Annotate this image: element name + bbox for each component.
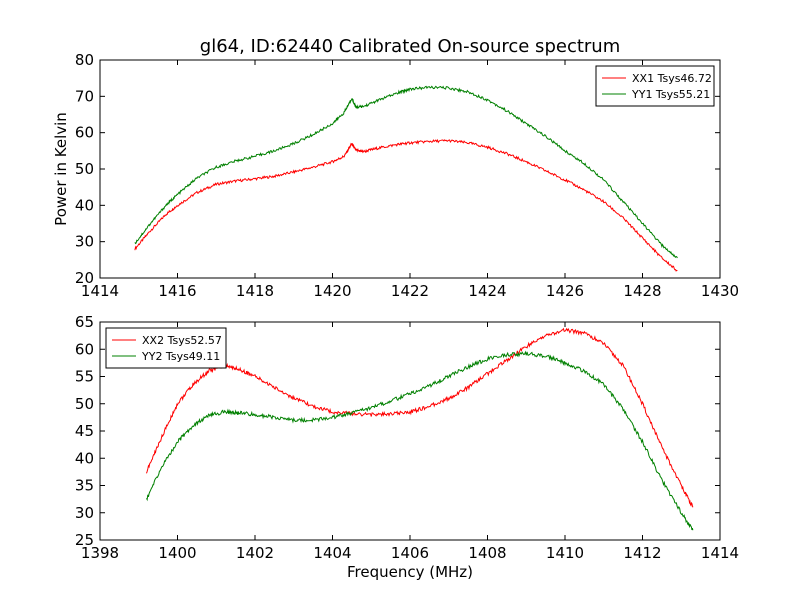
panel-1-ytick-label: 70: [75, 87, 94, 105]
panel-2-xtick-label: 1406: [391, 544, 429, 562]
panel-1-xtick-label: 1420: [313, 282, 351, 300]
panel-1-series-1-line: [134, 138, 678, 272]
panel-2-xlabel: Frequency (MHz): [347, 563, 473, 581]
panel-1-series-2-line: [134, 85, 678, 259]
panel-1-xtick-label: 1428: [623, 282, 661, 300]
panel-2: 1398 1400 1402 1404 1406 1408 1410 1412 1414 25 30…: [75, 313, 739, 581]
panel-1-ytick-label: 60: [75, 124, 94, 142]
panel-2-xtick-label: 1398: [81, 544, 119, 562]
panel-2-legend-label-1: XX2 Tsys52.57: [142, 334, 222, 347]
panel-2-ytick-label: 35: [75, 477, 94, 495]
panel-1-title: gl64, ID:62440 Calibrated On-source spec…: [200, 36, 620, 57]
panel-2-xtick-label: 1404: [313, 544, 351, 562]
panel-2-xtick-label: 1402: [236, 544, 274, 562]
panel-1-legend-box: [595, 65, 715, 107]
panel-1-ytick-label: 20: [75, 269, 94, 287]
panel-2-ytick-label: 65: [75, 313, 94, 331]
panel-2-legend: XX2 Tsys52.57 YY2 Tsys49.11: [105, 327, 227, 369]
panel-2-ytick-label: 25: [75, 531, 94, 549]
panel-1-legend-label-2: YY1 Tsys55.21: [631, 88, 710, 101]
panel-1-xtick-label: 1424: [468, 282, 506, 300]
panel-2-xtick-label: 1400: [158, 544, 196, 562]
panel-2-series-2-line: [146, 350, 694, 531]
panel-1-xtick-label: 1426: [546, 282, 584, 300]
panel-1-xtick-label: 1418: [236, 282, 274, 300]
panel-1-xtick-label: 1416: [158, 282, 196, 300]
panel-2-ytick-label: 40: [75, 449, 94, 467]
panel-2-ytick-label: 55: [75, 368, 94, 386]
panel-1: 1414 1416 1418 1420 1422 1424 1426 1428 1430 20 30…: [52, 36, 739, 300]
panel-2-xtick-label: 1414: [701, 544, 739, 562]
panel-2-legend-box: [105, 327, 227, 369]
panel-1-xtick-label: 1414: [81, 282, 119, 300]
panel-1-ytick-label: 50: [75, 160, 94, 178]
panel-1-ylabel: Power in Kelvin: [52, 112, 70, 226]
panel-1-legend: XX1 Tsys46.72 YY1 Tsys55.21: [595, 65, 715, 107]
panel-1-ytick-label: 30: [75, 233, 94, 251]
panel-2-legend-label-2: YY2 Tsys49.11: [141, 350, 220, 363]
panel-2-ytick-label: 60: [75, 340, 94, 358]
panel-2-ytick-label: 50: [75, 395, 94, 413]
panel-1-xtick-label: 1422: [391, 282, 429, 300]
panel-2-ytick-label: 45: [75, 422, 94, 440]
panel-2-ytick-label: 30: [75, 504, 94, 522]
panel-1-xtick-label: 1430: [701, 282, 739, 300]
panel-1-ytick-label: 40: [75, 196, 94, 214]
panel-1-legend-label-1: XX1 Tsys46.72: [632, 72, 712, 85]
panel-2-xtick-label: 1410: [546, 544, 584, 562]
panel-1-ytick-label: 80: [75, 51, 94, 69]
panel-2-xtick-label: 1412: [623, 544, 661, 562]
panel-2-xtick-label: 1408: [468, 544, 506, 562]
